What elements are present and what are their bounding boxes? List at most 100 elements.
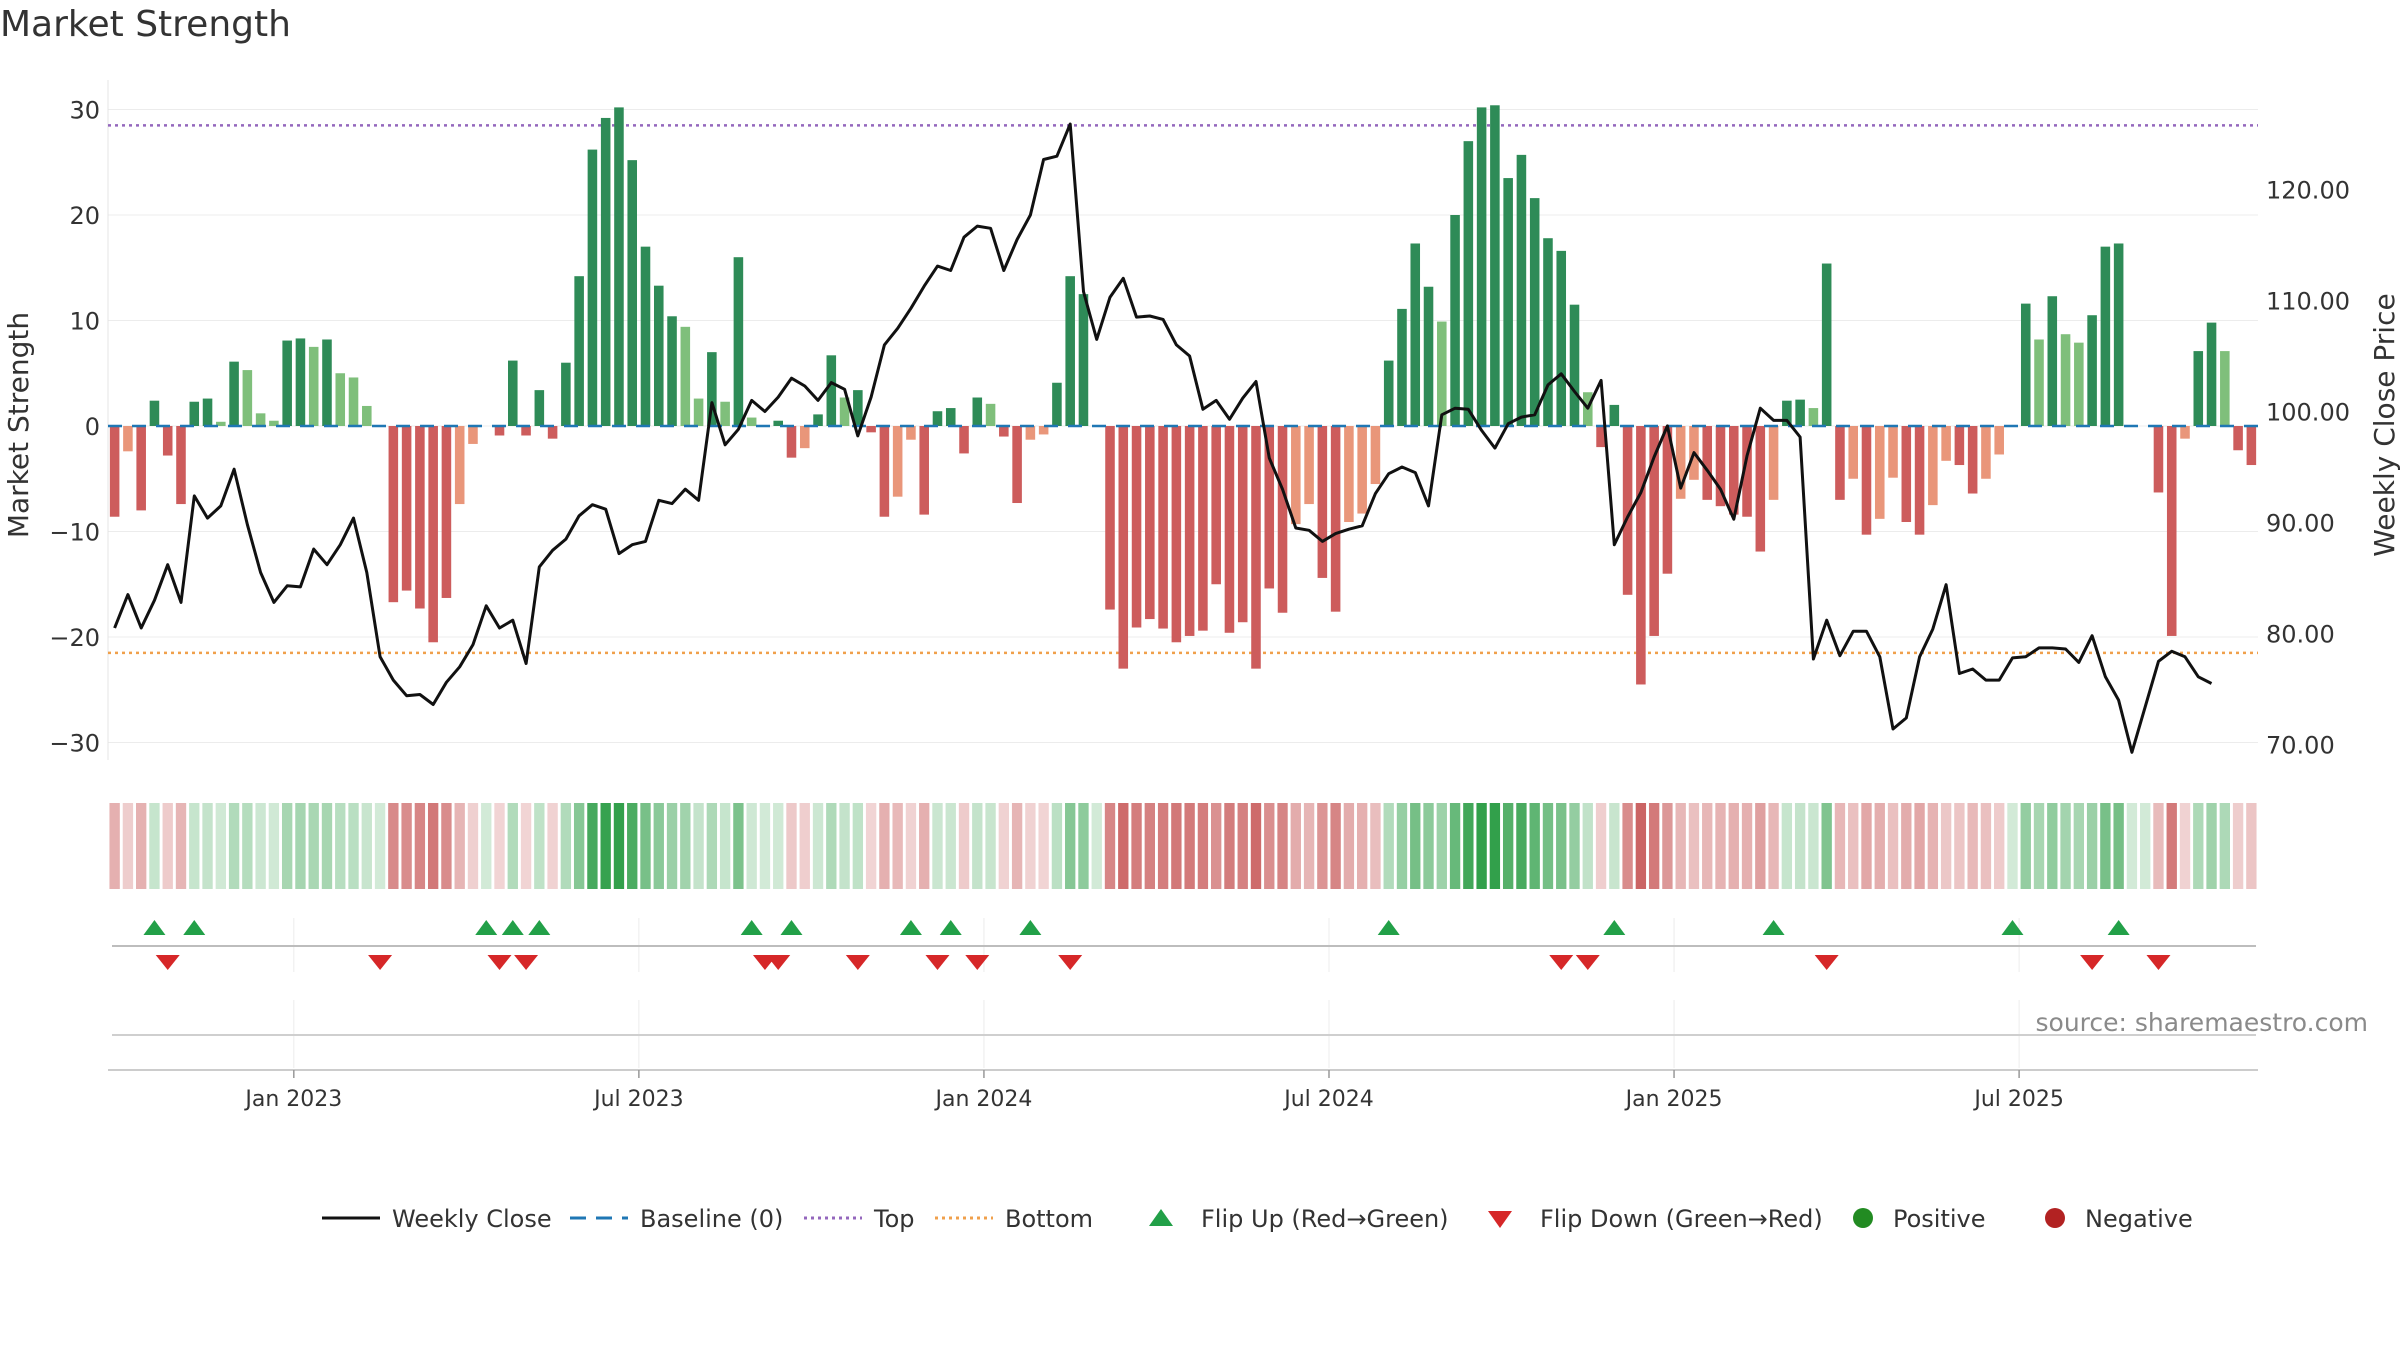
heat-cell bbox=[560, 803, 572, 889]
strength-bar bbox=[1649, 426, 1659, 636]
strength-bar bbox=[1556, 250, 1567, 426]
strength-bar bbox=[1224, 426, 1235, 633]
strength-bar bbox=[799, 426, 810, 449]
legend-label: Flip Down (Green→Red) bbox=[1540, 1205, 1823, 1233]
right-tick-label: 110.00 bbox=[2266, 288, 2350, 316]
strength-bar bbox=[2193, 351, 2204, 426]
strength-bar bbox=[627, 160, 638, 426]
strength-bar bbox=[1928, 426, 1938, 506]
heat-cell bbox=[361, 803, 372, 889]
strength-bar bbox=[428, 426, 438, 643]
strength-bar bbox=[1038, 426, 1049, 435]
strength-bar bbox=[189, 401, 200, 426]
strength-bar bbox=[1131, 426, 1142, 628]
heat-cell bbox=[1781, 803, 1793, 889]
strength-bar bbox=[985, 403, 996, 426]
strength-bar bbox=[773, 420, 783, 426]
strength-bar bbox=[866, 426, 876, 433]
flip-up-marker bbox=[740, 920, 763, 935]
heat-cell bbox=[1502, 803, 1514, 889]
heat-cell bbox=[786, 803, 797, 889]
heat-cell bbox=[1197, 803, 1209, 889]
chart-title: Market Strength bbox=[0, 4, 291, 45]
heat-cell bbox=[653, 803, 664, 889]
strength-bar bbox=[600, 117, 611, 426]
heat-cell bbox=[1330, 803, 1341, 889]
flip-up-marker bbox=[939, 920, 962, 935]
heat-cell bbox=[706, 803, 718, 889]
heat-cell bbox=[693, 803, 704, 889]
strength-bar bbox=[1012, 426, 1022, 504]
left-tick-label: 10 bbox=[69, 308, 100, 336]
flip-up-marker bbox=[501, 920, 524, 935]
flip-up-marker bbox=[780, 920, 803, 935]
heat-cell bbox=[852, 803, 864, 889]
heat-cell bbox=[335, 803, 346, 889]
strength-bar bbox=[1728, 426, 1739, 515]
heat-cell bbox=[666, 803, 678, 889]
heat-cell bbox=[1250, 803, 1262, 889]
heat-cell bbox=[812, 803, 824, 889]
strength-bar bbox=[401, 426, 412, 591]
strength-bar bbox=[1211, 426, 1221, 585]
heat-cell bbox=[1144, 803, 1155, 889]
x-tick-label: Jul 2025 bbox=[1972, 1087, 2064, 1112]
strength-bar bbox=[322, 339, 332, 426]
heat-cell bbox=[587, 803, 598, 889]
strength-bar bbox=[1981, 426, 1991, 479]
heat-cell bbox=[972, 803, 983, 889]
heat-cell bbox=[985, 803, 996, 889]
strength-bar bbox=[1742, 426, 1752, 517]
source-note: source: sharemaestro.com bbox=[2035, 1008, 2369, 1037]
strength-bar bbox=[879, 426, 890, 517]
strength-bar bbox=[468, 426, 478, 444]
heat-cell bbox=[2020, 803, 2031, 889]
heat-cell bbox=[348, 803, 359, 889]
heat-cell bbox=[905, 803, 917, 889]
right-tick-label: 80.00 bbox=[2266, 621, 2335, 649]
heat-cell bbox=[1542, 803, 1554, 889]
strength-bar bbox=[521, 426, 531, 436]
heat-cell bbox=[2073, 803, 2085, 889]
strength-bar bbox=[534, 390, 545, 426]
heat-cell bbox=[1118, 803, 1129, 889]
legend-swatch bbox=[1853, 1208, 1873, 1228]
strength-bar bbox=[1848, 426, 1858, 479]
heat-cell bbox=[507, 803, 518, 889]
right-tick-label: 70.00 bbox=[2266, 732, 2335, 760]
strength-bar bbox=[1675, 426, 1686, 499]
heat-cell bbox=[1980, 803, 1992, 889]
heat-cell bbox=[719, 803, 731, 889]
flip-down-marker bbox=[1058, 955, 1083, 970]
heat-cell bbox=[1556, 803, 1567, 889]
weekly-close-line bbox=[113, 122, 2213, 754]
strength-bar bbox=[547, 426, 558, 439]
heat-cell bbox=[1011, 803, 1023, 889]
legend-label: Top bbox=[873, 1205, 915, 1233]
legend-item: Negative bbox=[2045, 1205, 2193, 1233]
strength-bar bbox=[1543, 238, 1553, 426]
heat-cell bbox=[149, 803, 160, 889]
flip-down-marker bbox=[1814, 955, 1839, 970]
heat-cell bbox=[1290, 803, 1301, 889]
left-tick-label: 20 bbox=[69, 202, 100, 230]
heat-cell bbox=[773, 803, 784, 889]
heat-cell bbox=[746, 803, 757, 889]
strength-bar bbox=[1569, 304, 1580, 426]
flip-down-marker bbox=[2080, 955, 2105, 970]
heat-cell bbox=[534, 803, 545, 889]
heat-cell bbox=[1025, 803, 1036, 889]
strength-bar bbox=[2047, 296, 2058, 426]
strength-bar bbox=[959, 426, 969, 454]
strength-bar bbox=[1808, 408, 1819, 426]
heat-cell bbox=[1224, 803, 1235, 889]
gridlines bbox=[107, 80, 2258, 760]
strength-bar bbox=[1715, 426, 1726, 507]
flip-down-marker bbox=[368, 955, 393, 970]
heat-cell bbox=[1317, 803, 1328, 889]
strength-bar bbox=[2220, 351, 2230, 426]
heat-cell bbox=[1489, 803, 1501, 889]
heat-cell bbox=[1715, 803, 1726, 889]
strength-bar bbox=[136, 426, 146, 511]
heat-cell bbox=[1569, 803, 1580, 889]
